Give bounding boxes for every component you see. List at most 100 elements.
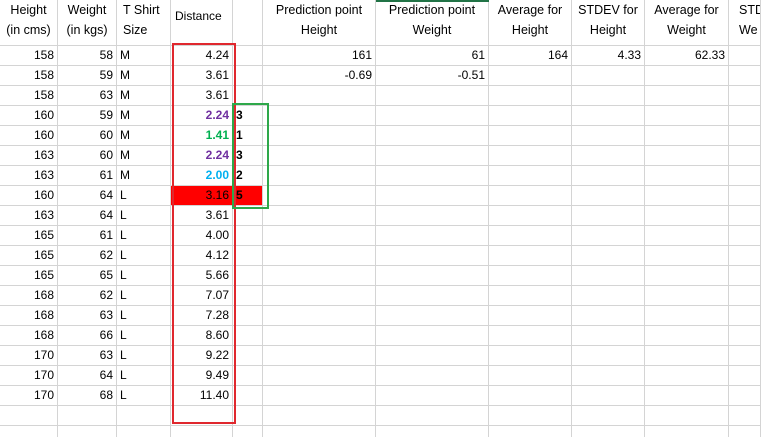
cell[interactable]: [645, 146, 729, 166]
cell[interactable]: [0, 406, 58, 426]
cell[interactable]: [263, 206, 376, 226]
cell-avg-weight[interactable]: 62.33: [645, 46, 729, 66]
cell[interactable]: [489, 346, 572, 366]
cell[interactable]: [376, 86, 489, 106]
cell[interactable]: [645, 326, 729, 346]
cell[interactable]: [572, 246, 645, 266]
cell[interactable]: [171, 426, 233, 437]
cell[interactable]: [572, 386, 645, 406]
cell[interactable]: [729, 66, 761, 86]
cell-stdev-height[interactable]: 4.33: [572, 46, 645, 66]
cell[interactable]: [729, 226, 761, 246]
cell[interactable]: [729, 366, 761, 386]
cell-size[interactable]: M: [117, 46, 171, 66]
header-pred-weight[interactable]: Prediction point Weight: [376, 0, 489, 46]
cell-weight[interactable]: 63: [58, 306, 117, 326]
cell[interactable]: [233, 286, 263, 306]
header-distance[interactable]: Distance: [171, 0, 233, 46]
cell-weight[interactable]: 63: [58, 346, 117, 366]
cell[interactable]: [233, 366, 263, 386]
cell-distance[interactable]: 3.61: [171, 86, 233, 106]
cell[interactable]: [489, 406, 572, 426]
cell[interactable]: [729, 426, 761, 437]
cell[interactable]: [117, 406, 171, 426]
cell[interactable]: [645, 66, 729, 86]
cell[interactable]: [376, 406, 489, 426]
cell[interactable]: [376, 366, 489, 386]
cell[interactable]: [263, 126, 376, 146]
cell-height[interactable]: 158: [0, 86, 58, 106]
cell-weight[interactable]: 59: [58, 66, 117, 86]
cell[interactable]: [645, 266, 729, 286]
cell-distance[interactable]: 4.12: [171, 246, 233, 266]
cell[interactable]: [233, 266, 263, 286]
cell[interactable]: [572, 306, 645, 326]
cell-weight[interactable]: 60: [58, 126, 117, 146]
cell[interactable]: [263, 246, 376, 266]
cell[interactable]: [233, 206, 263, 226]
cell-distance[interactable]: 4.24: [171, 46, 233, 66]
cell[interactable]: [572, 106, 645, 126]
cell[interactable]: [263, 386, 376, 406]
cell-pred-weight-std[interactable]: -0.51: [376, 66, 489, 86]
cell[interactable]: [489, 366, 572, 386]
cell[interactable]: [376, 386, 489, 406]
cell[interactable]: [729, 266, 761, 286]
cell[interactable]: [572, 206, 645, 226]
header-tshirt[interactable]: T Shirt Size: [117, 0, 171, 46]
cell[interactable]: [489, 426, 572, 437]
cell[interactable]: [572, 426, 645, 437]
cell[interactable]: [729, 406, 761, 426]
cell[interactable]: [376, 426, 489, 437]
cell[interactable]: [376, 106, 489, 126]
cell[interactable]: [729, 346, 761, 366]
cell[interactable]: [171, 406, 233, 426]
header-weight[interactable]: Weight (in kgs): [58, 0, 117, 46]
cell-size[interactable]: L: [117, 366, 171, 386]
cell[interactable]: [572, 66, 645, 86]
cell-distance[interactable]: 7.28: [171, 306, 233, 326]
cell[interactable]: [572, 186, 645, 206]
cell-rank[interactable]: 5: [233, 186, 263, 206]
cell-size[interactable]: L: [117, 286, 171, 306]
cell[interactable]: [729, 126, 761, 146]
cell-weight[interactable]: 64: [58, 366, 117, 386]
cell[interactable]: [233, 46, 263, 66]
cell[interactable]: [263, 146, 376, 166]
cell-size[interactable]: M: [117, 146, 171, 166]
cell-pred-weight[interactable]: 61: [376, 46, 489, 66]
cell[interactable]: [263, 326, 376, 346]
cell[interactable]: [572, 86, 645, 106]
cell-distance[interactable]: 9.49: [171, 366, 233, 386]
cell[interactable]: [645, 406, 729, 426]
cell[interactable]: [376, 306, 489, 326]
cell-weight[interactable]: 62: [58, 286, 117, 306]
cell[interactable]: [376, 146, 489, 166]
cell-size[interactable]: L: [117, 226, 171, 246]
cell-height[interactable]: 165: [0, 246, 58, 266]
cell-height[interactable]: 160: [0, 126, 58, 146]
cell[interactable]: [263, 346, 376, 366]
cell-weight[interactable]: 58: [58, 46, 117, 66]
cell-weight[interactable]: 62: [58, 246, 117, 266]
cell[interactable]: [729, 86, 761, 106]
cell-rank[interactable]: 3: [233, 146, 263, 166]
cell[interactable]: [645, 206, 729, 226]
cell-height[interactable]: 160: [0, 186, 58, 206]
cell[interactable]: [729, 146, 761, 166]
cell-size[interactable]: L: [117, 306, 171, 326]
cell[interactable]: [489, 206, 572, 226]
header-height[interactable]: Height (in cms): [0, 0, 58, 46]
cell[interactable]: [489, 326, 572, 346]
cell[interactable]: [572, 266, 645, 286]
cell-height[interactable]: 170: [0, 366, 58, 386]
cell-distance[interactable]: 8.60: [171, 326, 233, 346]
cell-distance[interactable]: 3.16: [171, 186, 233, 206]
cell-height[interactable]: 170: [0, 386, 58, 406]
cell-height[interactable]: 163: [0, 206, 58, 226]
cell[interactable]: [263, 426, 376, 437]
cell[interactable]: [233, 66, 263, 86]
header-stdev-height[interactable]: STDEV for Height: [572, 0, 645, 46]
cell[interactable]: [729, 246, 761, 266]
cell-weight[interactable]: 59: [58, 106, 117, 126]
